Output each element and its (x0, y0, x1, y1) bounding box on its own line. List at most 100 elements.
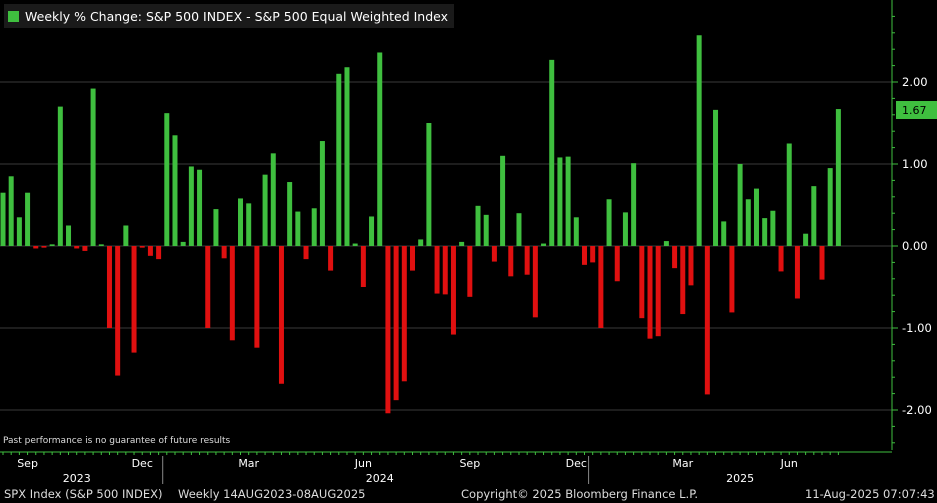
bar (49, 244, 55, 246)
bar (639, 246, 645, 319)
bar (770, 210, 776, 246)
bar (0, 192, 6, 246)
bar (541, 243, 547, 246)
bar (131, 246, 137, 353)
bar (319, 141, 325, 246)
bar (147, 246, 153, 256)
legend: Weekly % Change: S&P 500 INDEX - S&P 500… (4, 4, 455, 28)
x-year-label: 2024 (366, 472, 394, 485)
bar (238, 198, 244, 246)
footer-copyright: Copyright© 2025 Bloomberg Finance L.P. (461, 487, 698, 501)
bar (696, 35, 702, 247)
bar (426, 123, 432, 246)
bar (467, 246, 473, 297)
bar (8, 176, 14, 246)
y-tick-label: 0.00 (902, 239, 928, 253)
bar (74, 246, 80, 249)
bar (713, 109, 719, 246)
bar (532, 246, 538, 318)
bar (180, 241, 186, 246)
bar (164, 113, 170, 246)
bar (410, 246, 415, 271)
x-month-label: Mar (238, 457, 259, 470)
footer-ticker: SPX Index (S&P 500 INDEX) (4, 487, 163, 501)
bar (450, 246, 456, 335)
bar (82, 246, 88, 251)
bar (622, 212, 628, 246)
y-tick-label: -1.00 (902, 321, 932, 335)
bar (401, 246, 407, 382)
bar (270, 153, 276, 246)
x-month-label: Sep (459, 457, 480, 470)
bar (303, 246, 309, 260)
bar (311, 208, 317, 246)
bar (205, 246, 211, 328)
bar (573, 217, 579, 246)
bar (655, 246, 661, 337)
x-month-label: Jun (780, 457, 798, 470)
bar (418, 239, 424, 246)
bar (295, 211, 301, 246)
bar (336, 73, 342, 246)
bar (729, 246, 735, 313)
bar (614, 246, 620, 282)
bar (434, 246, 440, 294)
bar (557, 157, 563, 246)
bar (745, 199, 751, 246)
bar (524, 246, 530, 275)
bar (778, 246, 784, 272)
bar (41, 246, 47, 248)
bar (762, 218, 768, 246)
bar (459, 241, 465, 246)
legend-label: Weekly % Change: S&P 500 INDEX - S&P 500… (25, 8, 449, 24)
disclaimer-text: Past performance is no guarantee of futu… (3, 436, 231, 446)
bar (33, 246, 39, 249)
bar (156, 246, 162, 260)
bar (680, 246, 686, 315)
bar (25, 192, 31, 246)
y-axis: 2.00 1.00 0.00 -1.00 -2.00 (891, 0, 932, 450)
x-axis: Sep Dec Mar Jun Sep Dec Mar Jun 2023 2024 2025 (0, 451, 892, 485)
bar (688, 246, 694, 286)
y-tick-label: 2.00 (902, 75, 928, 89)
x-month-label: Mar (672, 457, 693, 470)
bar (385, 246, 391, 414)
x-month-label: Dec (132, 457, 153, 470)
bar (328, 246, 334, 271)
x-year-label: 2023 (63, 472, 91, 485)
y-tick-label: 1.00 (902, 157, 928, 171)
bar (475, 205, 481, 246)
bar (598, 246, 604, 328)
bar (106, 246, 112, 328)
bar (278, 246, 284, 384)
x-month-label: Dec (566, 457, 587, 470)
bar (827, 168, 833, 246)
bar (393, 246, 399, 401)
bar (811, 186, 817, 246)
bar (369, 216, 375, 246)
bar (254, 246, 260, 348)
bar-series (0, 35, 841, 414)
bar (581, 246, 587, 265)
bar (500, 155, 506, 246)
bar (631, 163, 637, 246)
bar (590, 246, 596, 263)
bar (16, 217, 22, 246)
legend-swatch (8, 10, 19, 22)
bar (786, 143, 792, 246)
bar (753, 188, 759, 246)
bar (57, 106, 63, 246)
bar (262, 174, 268, 246)
bar (647, 246, 653, 339)
bar (115, 246, 121, 376)
bar (483, 214, 489, 246)
bar (549, 59, 555, 246)
bar (352, 243, 358, 246)
bar (246, 203, 252, 246)
bar (516, 213, 522, 246)
bar (672, 246, 678, 269)
bar (442, 246, 448, 295)
bar (66, 225, 72, 246)
bar (803, 233, 809, 246)
